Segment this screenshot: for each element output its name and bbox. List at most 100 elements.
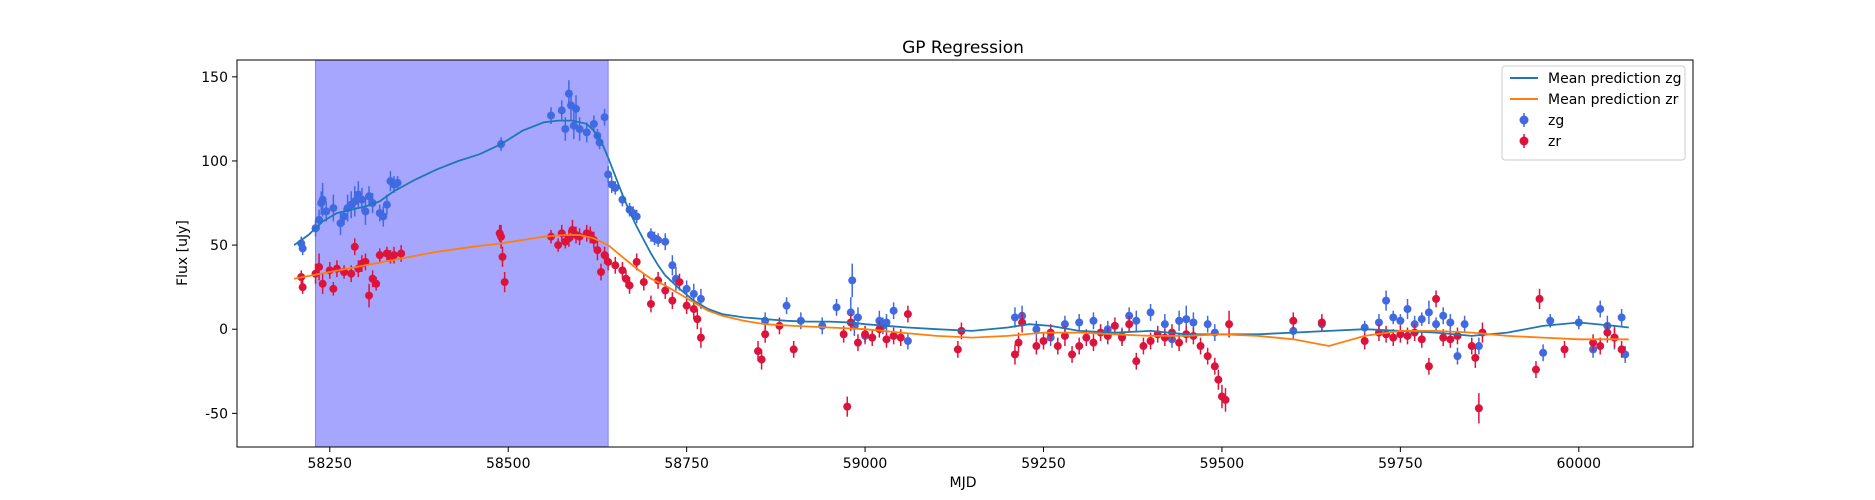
data-point-zr xyxy=(604,257,613,266)
data-point-zg xyxy=(1596,305,1605,314)
data-point-zr xyxy=(1610,333,1619,342)
data-point-zr xyxy=(861,330,870,339)
data-point-zr xyxy=(1214,375,1223,384)
data-point-zg xyxy=(654,236,663,245)
y-tick-label: 0 xyxy=(219,322,228,338)
data-point-zr xyxy=(1132,357,1141,366)
data-point-zr xyxy=(329,284,338,293)
data-point-zr xyxy=(882,335,891,344)
data-point-zr xyxy=(318,279,327,288)
data-point-zr xyxy=(315,262,324,271)
data-point-zr xyxy=(1118,333,1127,342)
data-point-zr xyxy=(1110,321,1119,330)
data-point-zr xyxy=(646,299,655,308)
data-point-zg xyxy=(298,244,307,253)
y-tick-label: 150 xyxy=(201,70,228,86)
data-point-zr xyxy=(853,338,862,347)
data-point-zr xyxy=(661,286,670,295)
data-point-zg xyxy=(1546,316,1555,325)
data-point-zg xyxy=(1032,325,1041,334)
data-point-zr xyxy=(1617,345,1626,354)
data-point-zg xyxy=(1403,305,1412,314)
data-point-zr xyxy=(1210,362,1219,371)
legend-label: zr xyxy=(1548,134,1561,150)
data-point-zr xyxy=(593,246,602,255)
data-point-zg xyxy=(1417,315,1426,324)
data-point-zg xyxy=(393,178,402,187)
data-point-zr xyxy=(889,331,898,340)
data-point-zr xyxy=(903,310,912,319)
data-point-zr xyxy=(896,333,905,342)
data-point-zr xyxy=(668,296,677,305)
x-tick-label: 58250 xyxy=(308,456,353,472)
data-point-zr xyxy=(868,333,877,342)
plot-area: 58250 58500 58750 59000 59250 59500 59750 60000… xyxy=(201,59,1694,472)
data-point-zr xyxy=(564,234,573,243)
data-point-zg xyxy=(1175,316,1184,325)
data-point-zr xyxy=(1196,342,1205,351)
data-point-zg xyxy=(668,261,677,270)
data-point-zr xyxy=(1225,320,1234,329)
data-point-zr xyxy=(365,291,374,300)
y-tick-label: -50 xyxy=(205,406,228,422)
data-point-zg xyxy=(1089,316,1098,325)
data-point-zg xyxy=(336,219,345,228)
data-point-zg xyxy=(1617,313,1626,322)
data-point-zr xyxy=(682,301,691,310)
data-point-zg xyxy=(1374,318,1383,327)
x-axis-label: MJD xyxy=(950,475,977,491)
data-point-zg xyxy=(1010,313,1019,322)
data-point-zr xyxy=(1068,350,1077,359)
data-point-zr xyxy=(600,251,609,260)
data-point-zr xyxy=(1075,342,1084,351)
data-point-zg xyxy=(1060,320,1069,329)
data-point-zr xyxy=(1467,342,1476,351)
data-point-zr xyxy=(1082,333,1091,342)
data-point-zg xyxy=(832,303,841,312)
data-point-zr xyxy=(625,281,634,290)
data-point-zr xyxy=(696,333,705,342)
data-point-zg xyxy=(357,195,366,204)
data-point-zr xyxy=(1203,352,1212,361)
data-point-zr xyxy=(1389,333,1398,342)
data-point-zr xyxy=(1139,342,1148,351)
data-point-zg xyxy=(564,89,573,98)
data-point-zr xyxy=(693,315,702,324)
data-point-zr xyxy=(347,269,356,278)
data-point-zr xyxy=(1439,333,1448,342)
data-point-zg xyxy=(329,204,338,213)
data-point-zr xyxy=(1560,345,1569,354)
data-point-zg xyxy=(1182,315,1191,324)
data-point-zr xyxy=(754,347,763,356)
data-point-zr xyxy=(554,241,563,250)
data-point-zr xyxy=(1125,320,1134,329)
data-point-zr xyxy=(350,242,359,251)
data-point-zg xyxy=(1189,318,1198,327)
data-point-zr xyxy=(1032,342,1041,351)
data-point-zr xyxy=(1053,342,1062,351)
data-point-zg xyxy=(696,294,705,303)
data-point-zg xyxy=(1439,311,1448,320)
data-point-zr xyxy=(675,278,684,287)
data-point-zr xyxy=(1039,336,1048,345)
data-point-zr xyxy=(1453,331,1462,340)
data-point-zg xyxy=(547,111,556,120)
data-point-zr xyxy=(497,232,506,241)
shaded-region xyxy=(315,60,609,447)
data-point-zr xyxy=(953,345,962,354)
data-point-zg xyxy=(1203,320,1212,329)
data-point-zg xyxy=(903,336,912,345)
data-point-zr xyxy=(1589,338,1598,347)
data-point-zg xyxy=(1424,308,1433,317)
x-tick-label: 58750 xyxy=(664,456,709,472)
data-point-zg xyxy=(689,289,698,298)
data-point-zr xyxy=(1060,331,1069,340)
data-point-zr xyxy=(1531,365,1540,374)
data-point-zg xyxy=(818,321,827,330)
data-point-zr xyxy=(372,279,381,288)
data-point-zr xyxy=(789,345,798,354)
data-point-zr xyxy=(1403,331,1412,340)
data-point-zg xyxy=(340,212,349,221)
data-point-zr xyxy=(1221,395,1230,404)
data-point-zg xyxy=(350,197,359,206)
